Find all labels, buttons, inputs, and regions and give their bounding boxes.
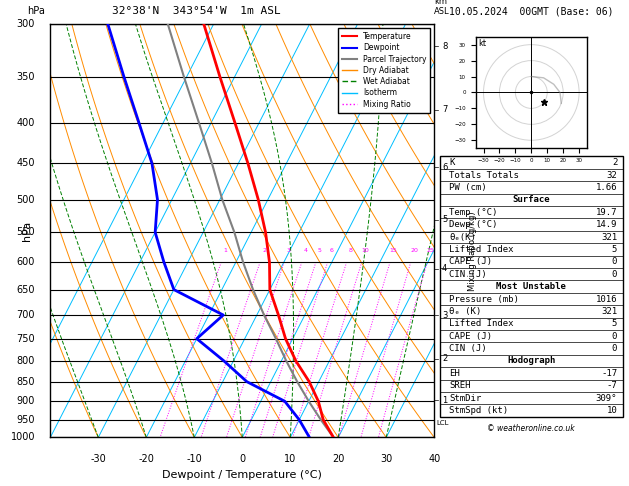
Text: Totals Totals: Totals Totals	[449, 171, 519, 180]
Text: Pressure (mb): Pressure (mb)	[449, 295, 519, 304]
Text: θₑ(K): θₑ(K)	[449, 232, 476, 242]
Text: 5: 5	[612, 319, 617, 329]
Text: 0: 0	[239, 454, 245, 464]
Text: 5: 5	[612, 245, 617, 254]
Text: -17: -17	[601, 369, 617, 378]
Text: 1.66: 1.66	[596, 183, 617, 192]
Text: 20: 20	[410, 248, 418, 253]
Text: LCL: LCL	[436, 420, 448, 426]
Text: 4: 4	[442, 264, 447, 274]
Text: 0: 0	[612, 331, 617, 341]
Text: 309°: 309°	[596, 394, 617, 403]
Text: K: K	[449, 158, 454, 167]
Text: EH: EH	[449, 369, 460, 378]
Text: © weatheronline.co.uk: © weatheronline.co.uk	[487, 424, 575, 434]
Text: 950: 950	[16, 415, 35, 425]
Text: PW (cm): PW (cm)	[449, 183, 487, 192]
Text: 3: 3	[286, 248, 290, 253]
Text: 0: 0	[612, 270, 617, 279]
Text: 10.05.2024  00GMT (Base: 06): 10.05.2024 00GMT (Base: 06)	[449, 6, 613, 16]
Text: hPa: hPa	[22, 221, 32, 241]
Text: Lifted Index: Lifted Index	[449, 319, 513, 329]
Text: 0: 0	[612, 344, 617, 353]
Text: 400: 400	[16, 118, 35, 128]
Text: 30: 30	[380, 454, 392, 464]
Text: StmSpd (kt): StmSpd (kt)	[449, 406, 508, 415]
Text: 900: 900	[16, 396, 35, 406]
Text: 5: 5	[318, 248, 321, 253]
Text: km
ASL: km ASL	[434, 0, 450, 16]
Text: -7: -7	[606, 381, 617, 390]
Text: CAPE (J): CAPE (J)	[449, 331, 492, 341]
Text: -10: -10	[186, 454, 202, 464]
Text: CAPE (J): CAPE (J)	[449, 257, 492, 266]
Text: Lifted Index: Lifted Index	[449, 245, 513, 254]
Text: 25: 25	[426, 248, 435, 253]
Text: 10: 10	[362, 248, 369, 253]
Text: 40: 40	[428, 454, 440, 464]
Text: -30: -30	[91, 454, 106, 464]
Text: Dewpoint / Temperature (°C): Dewpoint / Temperature (°C)	[162, 470, 322, 481]
Text: 32: 32	[606, 171, 617, 180]
Text: 4: 4	[304, 248, 308, 253]
Text: Hodograph: Hodograph	[507, 356, 555, 365]
Text: 8: 8	[442, 42, 447, 51]
Text: 2: 2	[612, 158, 617, 167]
Text: 800: 800	[16, 356, 35, 366]
Text: Surface: Surface	[513, 195, 550, 205]
Text: 500: 500	[16, 194, 35, 205]
Text: StmDir: StmDir	[449, 394, 481, 403]
Text: hPa: hPa	[27, 6, 45, 16]
Text: SREH: SREH	[449, 381, 470, 390]
Text: 550: 550	[16, 227, 35, 237]
Text: Dewp (°C): Dewp (°C)	[449, 220, 498, 229]
Text: 20: 20	[332, 454, 345, 464]
Text: θₑ (K): θₑ (K)	[449, 307, 481, 316]
Text: Most Unstable: Most Unstable	[496, 282, 566, 291]
Text: 8: 8	[348, 248, 352, 253]
Text: 2: 2	[262, 248, 266, 253]
Text: 10: 10	[606, 406, 617, 415]
Legend: Temperature, Dewpoint, Parcel Trajectory, Dry Adiabat, Wet Adiabat, Isotherm, Mi: Temperature, Dewpoint, Parcel Trajectory…	[338, 28, 430, 112]
Text: 300: 300	[16, 19, 35, 29]
Text: 2: 2	[442, 354, 447, 363]
Text: 14.9: 14.9	[596, 220, 617, 229]
Text: CIN (J): CIN (J)	[449, 344, 487, 353]
Text: 350: 350	[16, 72, 35, 82]
Text: 750: 750	[16, 334, 35, 344]
Text: 6: 6	[442, 163, 447, 172]
Text: 0: 0	[612, 257, 617, 266]
Text: 600: 600	[16, 257, 35, 267]
Text: 1: 1	[223, 248, 227, 253]
Text: 650: 650	[16, 285, 35, 295]
Text: 32°38'N  343°54'W  1m ASL: 32°38'N 343°54'W 1m ASL	[112, 6, 281, 16]
Text: Mixing Ratio (g/kg): Mixing Ratio (g/kg)	[468, 212, 477, 291]
Text: 1: 1	[442, 396, 447, 405]
Text: 10: 10	[284, 454, 296, 464]
Text: 5: 5	[442, 215, 447, 224]
Text: 1000: 1000	[11, 433, 35, 442]
Text: 450: 450	[16, 158, 35, 169]
Text: 321: 321	[601, 307, 617, 316]
Text: 850: 850	[16, 377, 35, 387]
Text: 3: 3	[442, 311, 447, 319]
Text: Temp (°C): Temp (°C)	[449, 208, 498, 217]
Text: 7: 7	[442, 105, 447, 114]
Text: -20: -20	[138, 454, 154, 464]
Text: 700: 700	[16, 310, 35, 320]
Text: CIN (J): CIN (J)	[449, 270, 487, 279]
Text: 321: 321	[601, 232, 617, 242]
Text: 6: 6	[330, 248, 333, 253]
Text: 19.7: 19.7	[596, 208, 617, 217]
Text: 15: 15	[389, 248, 398, 253]
Text: 1016: 1016	[596, 295, 617, 304]
